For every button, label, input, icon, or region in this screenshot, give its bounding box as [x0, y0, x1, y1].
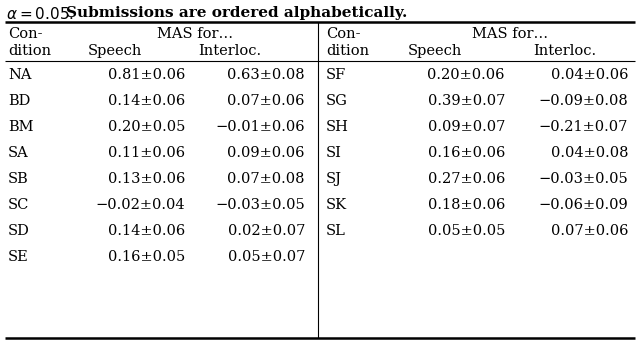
Text: 0.14±0.06: 0.14±0.06 [108, 94, 185, 108]
Text: Con-: Con- [326, 27, 360, 41]
Text: Submissions are ordered alphabetically.: Submissions are ordered alphabetically. [66, 6, 408, 20]
Text: 0.81±0.06: 0.81±0.06 [108, 68, 185, 82]
Text: −0.06±0.09: −0.06±0.09 [538, 198, 628, 212]
Text: −0.01±0.06: −0.01±0.06 [216, 120, 305, 134]
Text: SF: SF [326, 68, 346, 82]
Text: −0.21±0.07: −0.21±0.07 [539, 120, 628, 134]
Text: SC: SC [8, 198, 29, 212]
Text: SG: SG [326, 94, 348, 108]
Text: 0.05±0.07: 0.05±0.07 [228, 250, 305, 264]
Text: SL: SL [326, 224, 346, 238]
Text: Con-: Con- [8, 27, 42, 41]
Text: SI: SI [326, 146, 342, 160]
Text: dition: dition [326, 44, 369, 58]
Text: MAS for…: MAS for… [472, 27, 548, 41]
Text: −0.03±0.05: −0.03±0.05 [538, 172, 628, 186]
Text: Speech: Speech [408, 44, 462, 58]
Text: 0.14±0.06: 0.14±0.06 [108, 224, 185, 238]
Text: 0.07±0.06: 0.07±0.06 [227, 94, 305, 108]
Text: −0.03±0.05: −0.03±0.05 [215, 198, 305, 212]
Text: 0.07±0.06: 0.07±0.06 [550, 224, 628, 238]
Text: 0.27±0.06: 0.27±0.06 [428, 172, 505, 186]
Text: BD: BD [8, 94, 30, 108]
Text: 0.16±0.05: 0.16±0.05 [108, 250, 185, 264]
Text: SB: SB [8, 172, 29, 186]
Text: 0.20±0.05: 0.20±0.05 [108, 120, 185, 134]
Text: 0.05±0.05: 0.05±0.05 [428, 224, 505, 238]
Text: 0.09±0.07: 0.09±0.07 [428, 120, 505, 134]
Text: 0.39±0.07: 0.39±0.07 [428, 94, 505, 108]
Text: 0.04±0.06: 0.04±0.06 [550, 68, 628, 82]
Text: −0.09±0.08: −0.09±0.08 [538, 94, 628, 108]
Text: 0.07±0.08: 0.07±0.08 [227, 172, 305, 186]
Text: SA: SA [8, 146, 29, 160]
Text: 0.16±0.06: 0.16±0.06 [428, 146, 505, 160]
Text: SK: SK [326, 198, 347, 212]
Text: SD: SD [8, 224, 30, 238]
Text: NA: NA [8, 68, 31, 82]
Text: SH: SH [326, 120, 349, 134]
Text: dition: dition [8, 44, 51, 58]
Text: 0.63±0.08: 0.63±0.08 [227, 68, 305, 82]
Text: Speech: Speech [88, 44, 142, 58]
Text: $\alpha = 0.05$.: $\alpha = 0.05$. [6, 6, 76, 22]
Text: −0.02±0.04: −0.02±0.04 [95, 198, 185, 212]
Text: 0.09±0.06: 0.09±0.06 [227, 146, 305, 160]
Text: BM: BM [8, 120, 33, 134]
Text: 0.11±0.06: 0.11±0.06 [108, 146, 185, 160]
Text: 0.04±0.08: 0.04±0.08 [550, 146, 628, 160]
Text: 0.20±0.06: 0.20±0.06 [428, 68, 505, 82]
Text: 0.02±0.07: 0.02±0.07 [228, 224, 305, 238]
Text: SJ: SJ [326, 172, 342, 186]
Text: Interloc.: Interloc. [533, 44, 596, 58]
Text: Interloc.: Interloc. [198, 44, 262, 58]
Text: 0.18±0.06: 0.18±0.06 [428, 198, 505, 212]
Text: 0.13±0.06: 0.13±0.06 [108, 172, 185, 186]
Text: MAS for…: MAS for… [157, 27, 233, 41]
Text: SE: SE [8, 250, 29, 264]
